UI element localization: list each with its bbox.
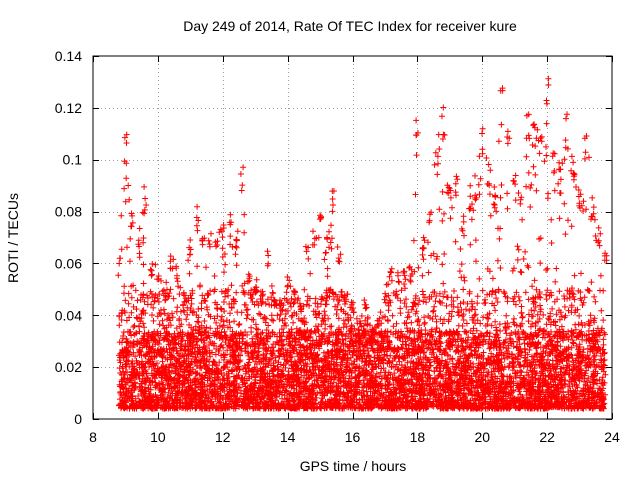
tick-labels: 8 10 12 14 16 18 20 22 24 0 0.02 0.04 0.06 0.08 0.1 0.1… xyxy=(55,48,620,445)
y-tick-label: 0 xyxy=(74,411,82,427)
y-tick-label: 0.06 xyxy=(55,255,82,271)
data-points xyxy=(115,75,610,412)
x-tick-label: 16 xyxy=(345,429,361,445)
plot-frame xyxy=(92,55,613,420)
x-tick-label: 24 xyxy=(604,429,620,445)
x-axis-label: GPS time / hours xyxy=(300,458,407,474)
y-tick-label: 0.14 xyxy=(55,48,82,64)
grid-lines xyxy=(93,56,612,419)
x-tick-label: 10 xyxy=(150,429,166,445)
y-tick-label: 0.02 xyxy=(55,359,82,375)
x-tick-label: 20 xyxy=(474,429,490,445)
y-tick-label: 0.04 xyxy=(55,307,82,323)
x-tick-label: 12 xyxy=(215,429,231,445)
x-tick-label: 22 xyxy=(539,429,555,445)
y-tick-label: 0.12 xyxy=(55,100,82,116)
y-axis-label: ROTI / TECUs xyxy=(5,193,21,283)
x-tick-label: 18 xyxy=(410,429,426,445)
chart-title: Day 249 of 2014, Rate Of TEC Index for r… xyxy=(183,18,517,34)
y-tick-label: 0.08 xyxy=(55,204,82,220)
x-tick-label: 8 xyxy=(89,429,97,445)
x-tick-label: 14 xyxy=(280,429,296,445)
roti-point-markers xyxy=(115,75,610,412)
y-tick-label: 0.1 xyxy=(63,152,83,168)
